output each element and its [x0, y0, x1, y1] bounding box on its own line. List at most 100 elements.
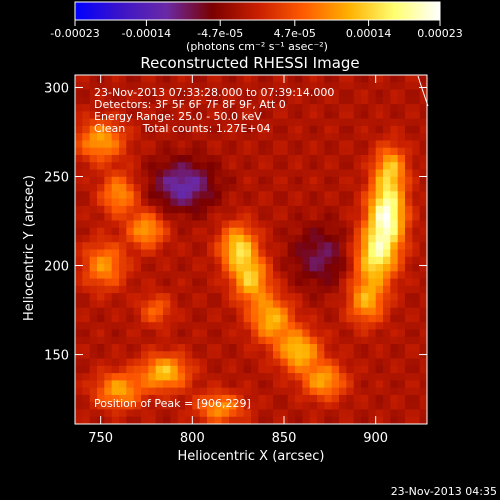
heatmap-cell [148, 329, 157, 338]
heatmap-cell [163, 154, 171, 163]
heatmap-cell [251, 213, 259, 222]
heatmap-cell [324, 227, 333, 236]
heatmap-cell [89, 402, 98, 411]
heatmap-cell [383, 118, 391, 127]
heatmap-cell [155, 336, 164, 345]
heatmap-cell [214, 205, 223, 214]
heatmap-cell [383, 133, 391, 142]
heatmap-cell [317, 162, 325, 171]
heatmap-cell [390, 104, 399, 112]
heatmap-cell [229, 307, 237, 316]
heatmap-cell [375, 205, 384, 214]
heatmap-cell [170, 96, 179, 105]
heatmap-cell [75, 104, 83, 112]
heatmap-cell [295, 380, 303, 389]
heatmap-cell [295, 96, 303, 105]
heatmap-cell [375, 278, 384, 287]
heatmap-cell [75, 198, 83, 207]
heatmap-cell [251, 271, 259, 280]
heatmap-cell [236, 198, 245, 207]
heatmap-cell [148, 82, 157, 91]
heatmap-cell [214, 118, 223, 127]
heatmap-cell [273, 140, 281, 149]
heatmap-cell [353, 104, 362, 112]
heatmap-cell [243, 285, 252, 294]
heatmap-cell [346, 75, 355, 83]
heatmap-cell [397, 104, 406, 112]
heatmap-cell [361, 394, 369, 403]
heatmap-cell [258, 358, 267, 367]
heatmap-cell [82, 176, 91, 185]
heatmap-cell [331, 96, 340, 105]
heatmap-cell [273, 387, 281, 396]
heatmap-cell [331, 380, 340, 389]
heatmap-cell [221, 278, 230, 287]
heatmap-cell [273, 344, 281, 352]
heatmap-cell [265, 198, 274, 207]
heatmap-cell [258, 96, 267, 105]
heatmap-cell [82, 285, 91, 294]
annotation-energy-range: Energy Range: 25.0 - 50.0 keV [94, 110, 262, 123]
heatmap-cell [111, 278, 120, 287]
heatmap-cell [287, 242, 296, 251]
heatmap-cell [287, 147, 296, 156]
heatmap-cell [126, 256, 135, 265]
heatmap-cell [412, 184, 421, 192]
heatmap-cell [221, 75, 230, 83]
heatmap-cell [199, 75, 208, 83]
heatmap-cell [97, 271, 105, 280]
heatmap-cell [280, 220, 289, 229]
heatmap-cell [368, 133, 377, 142]
heatmap-cell [309, 140, 318, 149]
heatmap-cell [82, 380, 91, 389]
heatmap-cell [397, 118, 406, 127]
heatmap-cell [133, 314, 142, 323]
heatmap-cell [265, 104, 274, 112]
heatmap-cell [104, 249, 113, 258]
heatmap-cell [133, 365, 142, 374]
heatmap-cell [251, 133, 259, 142]
heatmap-cell [412, 365, 421, 374]
heatmap-cell [287, 402, 296, 411]
heatmap-cell [368, 82, 377, 91]
heatmap-cell [199, 140, 208, 149]
heatmap-cell [287, 140, 296, 149]
heatmap-cell [280, 227, 289, 236]
heatmap-cell [265, 162, 274, 171]
heatmap-cell [412, 75, 421, 83]
heatmap-cell [170, 198, 179, 207]
heatmap-cell [339, 336, 347, 345]
heatmap-cell [170, 373, 179, 381]
heatmap-cell [419, 249, 427, 258]
heatmap-cell [177, 198, 186, 207]
heatmap-cell [353, 314, 362, 323]
heatmap-cell [251, 104, 259, 112]
heatmap-cell [97, 329, 105, 338]
heatmap-cell [397, 256, 406, 265]
heatmap-cell [155, 380, 164, 389]
heatmap-cell [390, 82, 399, 91]
heatmap-cell [163, 264, 171, 272]
heatmap-cell [192, 242, 201, 251]
heatmap-cell [207, 154, 215, 163]
heatmap-cell [89, 213, 98, 222]
heatmap-cell [214, 147, 223, 156]
heatmap-cell [375, 409, 384, 418]
heatmap-cell [397, 264, 406, 272]
heatmap-cell [419, 409, 427, 418]
heatmap-cell [273, 213, 281, 222]
heatmap-cell [177, 249, 186, 258]
heatmap-cell [251, 191, 259, 200]
heatmap-cell [126, 154, 135, 163]
heatmap-cell [97, 89, 105, 98]
heatmap-cell [126, 293, 135, 301]
heatmap-cell [119, 176, 127, 185]
heatmap-cell [207, 314, 215, 323]
heatmap-cell [170, 205, 179, 214]
heatmap-cell [192, 416, 201, 424]
heatmap-cell [287, 154, 296, 163]
heatmap-cell [119, 351, 127, 360]
heatmap-cell [339, 176, 347, 185]
heatmap-cell [361, 271, 369, 280]
heatmap-cell [280, 358, 289, 367]
